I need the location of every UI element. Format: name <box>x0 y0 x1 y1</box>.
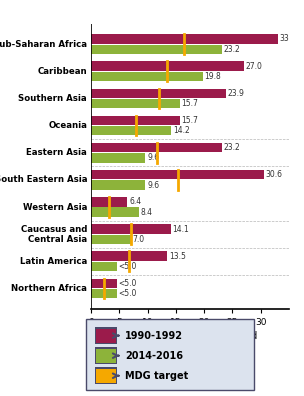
Bar <box>91 143 222 152</box>
Text: 14.1: 14.1 <box>172 225 189 234</box>
Bar <box>91 126 171 135</box>
Bar <box>91 34 278 44</box>
Bar <box>95 367 117 384</box>
Bar <box>91 180 145 190</box>
Bar <box>91 208 139 217</box>
Bar <box>91 72 203 81</box>
Bar <box>91 279 117 288</box>
FancyBboxPatch shape <box>86 319 254 390</box>
Bar <box>91 224 171 234</box>
Text: 15.7: 15.7 <box>181 99 199 108</box>
Bar <box>91 289 117 299</box>
Bar <box>91 262 117 271</box>
Text: 27.0: 27.0 <box>245 62 262 70</box>
Bar <box>95 327 117 344</box>
Text: 8.4: 8.4 <box>140 208 152 217</box>
Text: 9.6: 9.6 <box>147 153 159 162</box>
Text: 2014-2016: 2014-2016 <box>125 351 183 361</box>
Bar <box>91 170 264 179</box>
Bar <box>96 369 116 383</box>
Text: 15.7: 15.7 <box>181 116 199 125</box>
Text: 14.2: 14.2 <box>173 126 190 135</box>
Bar <box>91 99 180 109</box>
Bar <box>96 349 116 363</box>
Text: 23.2: 23.2 <box>224 45 241 54</box>
Text: 33: 33 <box>279 34 289 44</box>
Text: MDG target: MDG target <box>125 371 189 381</box>
Text: 30.6: 30.6 <box>266 170 283 179</box>
Text: <5.0: <5.0 <box>118 262 137 271</box>
Text: 13.5: 13.5 <box>169 252 186 261</box>
Text: <5.0: <5.0 <box>118 289 137 298</box>
Bar <box>91 116 180 125</box>
Bar <box>91 251 168 261</box>
Bar <box>91 153 145 163</box>
Text: 19.8: 19.8 <box>205 72 221 81</box>
Text: 6.4: 6.4 <box>129 197 141 206</box>
Text: <5.0: <5.0 <box>118 279 137 288</box>
Bar <box>96 329 116 343</box>
Bar <box>91 44 222 54</box>
Bar <box>91 61 244 71</box>
Text: 1990-1992: 1990-1992 <box>125 331 183 341</box>
X-axis label: Percentage undernourished: Percentage undernourished <box>123 331 257 341</box>
Bar <box>95 347 117 364</box>
Text: 7.0: 7.0 <box>133 235 144 244</box>
Bar <box>91 89 226 98</box>
Text: 23.9: 23.9 <box>228 89 245 98</box>
Bar <box>91 197 127 207</box>
Bar <box>91 234 131 244</box>
Text: 9.6: 9.6 <box>147 181 159 190</box>
Text: 23.2: 23.2 <box>224 143 241 152</box>
